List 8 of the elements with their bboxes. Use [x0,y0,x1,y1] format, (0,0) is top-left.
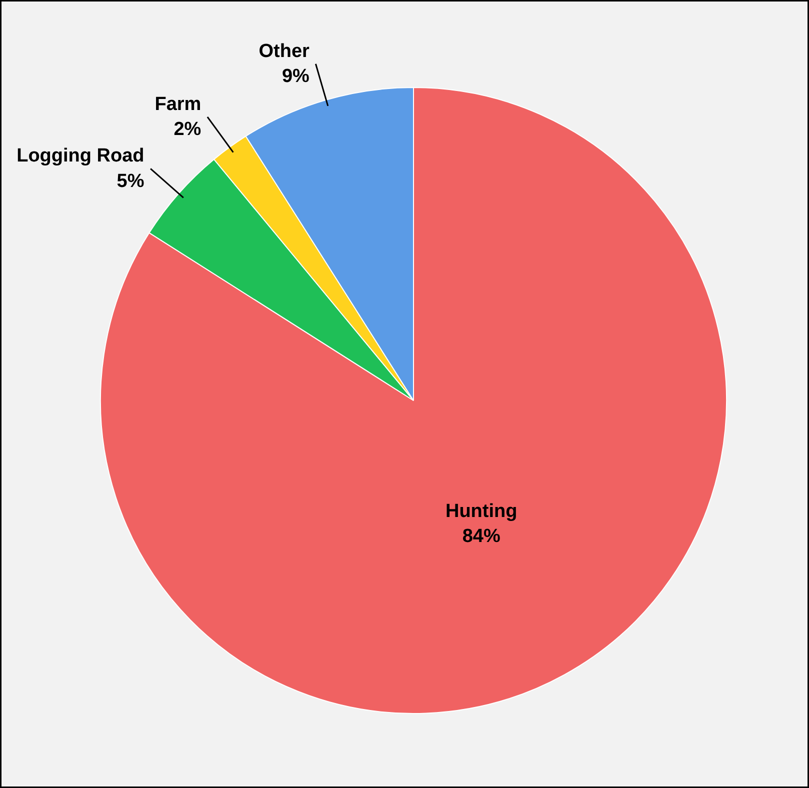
data-label: 2% [174,118,202,140]
slice-label: Farm [154,94,202,115]
slice-label: Other [258,40,310,62]
slice-label: Hunting [445,500,518,522]
slice-label: Logging Road [16,146,144,167]
data-label: 9% [282,66,310,87]
data-label: 5% [116,170,144,192]
data-label: 84% [462,526,500,548]
